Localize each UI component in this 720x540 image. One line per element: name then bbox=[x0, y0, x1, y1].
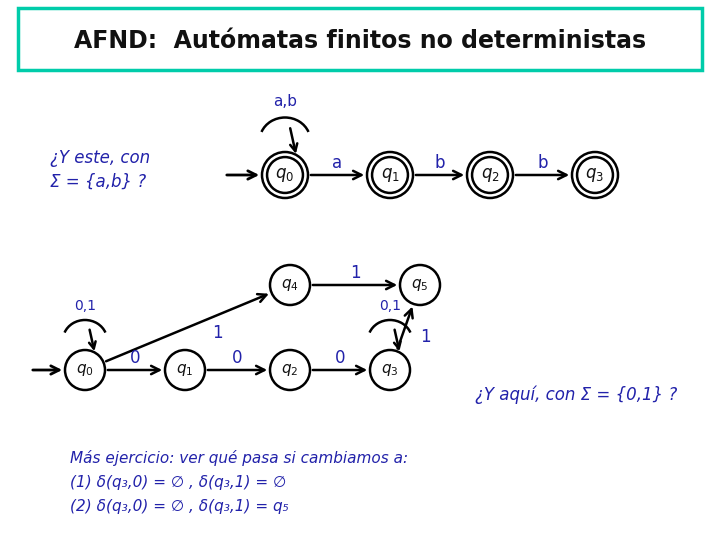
Text: ¿Y este, con: ¿Y este, con bbox=[50, 149, 150, 167]
FancyBboxPatch shape bbox=[18, 8, 702, 70]
Text: $q_0$: $q_0$ bbox=[276, 166, 294, 184]
Text: $q_4$: $q_4$ bbox=[281, 277, 299, 293]
Circle shape bbox=[572, 152, 618, 198]
Circle shape bbox=[467, 152, 513, 198]
Text: $q_2$: $q_2$ bbox=[480, 166, 500, 184]
Text: b: b bbox=[435, 154, 445, 172]
Text: 0: 0 bbox=[130, 349, 140, 367]
Circle shape bbox=[367, 152, 413, 198]
Text: (2) δ(q₃,0) = ∅ , δ(q₃,1) = q₅: (2) δ(q₃,0) = ∅ , δ(q₃,1) = q₅ bbox=[70, 498, 289, 514]
Text: $q_5$: $q_5$ bbox=[411, 277, 428, 293]
Text: ¿Y aquí, con Σ = {0,1} ?: ¿Y aquí, con Σ = {0,1} ? bbox=[475, 386, 678, 404]
Circle shape bbox=[262, 152, 308, 198]
Text: a: a bbox=[333, 154, 343, 172]
Text: a,b: a,b bbox=[273, 94, 297, 109]
Circle shape bbox=[370, 350, 410, 390]
Text: (1) δ(q₃,0) = ∅ , δ(q₃,1) = ∅: (1) δ(q₃,0) = ∅ , δ(q₃,1) = ∅ bbox=[70, 475, 287, 489]
Text: 0,1: 0,1 bbox=[379, 299, 401, 313]
Text: Σ = {a,b} ?: Σ = {a,b} ? bbox=[50, 173, 146, 191]
Text: 1: 1 bbox=[350, 264, 360, 282]
Text: 1: 1 bbox=[420, 328, 431, 347]
Text: $q_0$: $q_0$ bbox=[76, 362, 94, 378]
Circle shape bbox=[400, 265, 440, 305]
Text: 1: 1 bbox=[212, 323, 222, 341]
Text: AFND:  Autómatas finitos no deterministas: AFND: Autómatas finitos no deterministas bbox=[74, 29, 646, 53]
Circle shape bbox=[65, 350, 105, 390]
Text: $q_3$: $q_3$ bbox=[585, 166, 605, 184]
Text: 0: 0 bbox=[335, 349, 346, 367]
Circle shape bbox=[270, 265, 310, 305]
Text: b: b bbox=[537, 154, 548, 172]
Text: Más ejercicio: ver qué pasa si cambiamos a:: Más ejercicio: ver qué pasa si cambiamos… bbox=[70, 450, 408, 466]
Text: $q_1$: $q_1$ bbox=[381, 166, 400, 184]
Text: $q_1$: $q_1$ bbox=[176, 362, 194, 378]
Text: $q_2$: $q_2$ bbox=[282, 362, 299, 378]
Circle shape bbox=[270, 350, 310, 390]
Text: 0,1: 0,1 bbox=[74, 299, 96, 313]
Text: 0: 0 bbox=[233, 349, 243, 367]
Circle shape bbox=[165, 350, 205, 390]
Text: $q_3$: $q_3$ bbox=[381, 362, 399, 378]
